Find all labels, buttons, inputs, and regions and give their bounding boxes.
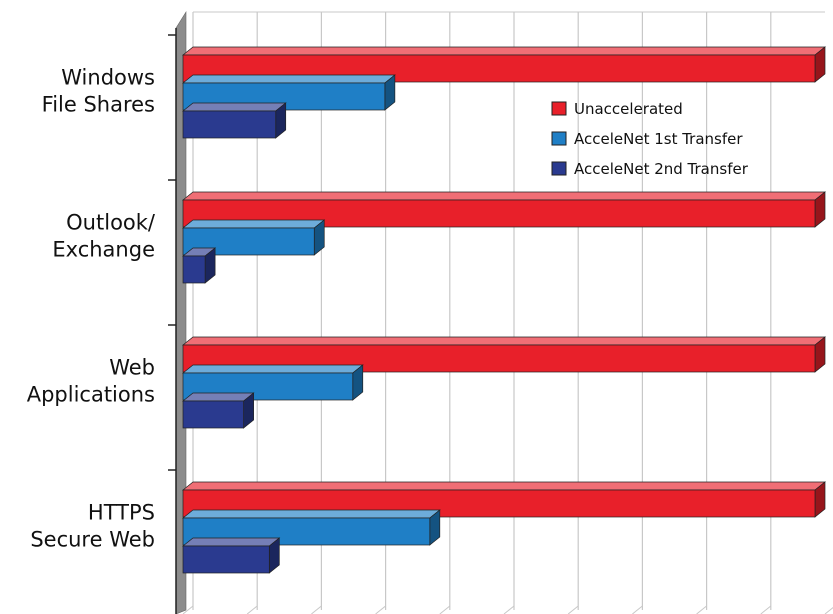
legend-swatch: [551, 101, 567, 116]
legend-swatch: [551, 131, 567, 146]
category-label: Windows File Shares: [42, 66, 155, 117]
category-label: Outlook/Exchange: [52, 211, 156, 262]
category-label-line: Exchange: [52, 238, 155, 262]
category-label-line: Applications: [27, 383, 155, 407]
gridline-floor: [503, 605, 515, 614]
category-label-line: Outlook/: [66, 211, 156, 235]
category-axis: [168, 10, 187, 614]
gridline-floor: [246, 605, 258, 614]
legend: Unaccelerated AcceleNet 1st Transfer Accel…: [551, 100, 749, 178]
gridline-floor: [567, 605, 579, 614]
bar: [182, 110, 277, 139]
bars: [182, 46, 826, 574]
bar: [182, 400, 244, 429]
gridline-floor: [311, 605, 322, 614]
category-label-line: Secure Web: [30, 528, 155, 552]
bar: [182, 545, 270, 574]
category-label: HTTPS Secure Web: [30, 501, 155, 552]
bar-top: [182, 392, 255, 402]
gridline-floor: [182, 605, 194, 614]
legend-label: AcceleNet 1st Transfer: [574, 130, 743, 148]
gridline-floor: [375, 605, 386, 614]
bar-top: [182, 509, 441, 519]
category-labels: Windows File Shares Outlook/Exchange Web App…: [27, 66, 156, 552]
gridline-floor: [696, 605, 707, 614]
gridline-floor: [824, 606, 833, 614]
category-label: Web Applications: [27, 356, 155, 407]
bar-top: [182, 74, 396, 84]
legend-swatch: [551, 161, 567, 176]
gridline-floor: [632, 605, 643, 614]
bar-top: [182, 537, 281, 547]
legend-label: AcceleNet 2nd Transfer: [574, 160, 749, 178]
bar-top: [182, 46, 826, 56]
gridline-floor: [760, 605, 772, 614]
bar-top: [182, 191, 826, 201]
gridline-floor: [439, 605, 451, 614]
legend-label: Unaccelerated: [574, 100, 683, 118]
bar: [182, 255, 206, 284]
bar-top: [182, 102, 287, 112]
bar: [182, 517, 431, 546]
bar-top: [182, 364, 364, 374]
bar-top: [182, 219, 326, 229]
bar-top: [182, 336, 826, 346]
category-label-line: HTTPS: [88, 501, 155, 525]
category-label-line: File Shares: [42, 93, 155, 117]
category-label-line: Web: [109, 356, 155, 380]
bar-top: [182, 481, 826, 491]
category-label-line: Windows: [61, 66, 155, 90]
